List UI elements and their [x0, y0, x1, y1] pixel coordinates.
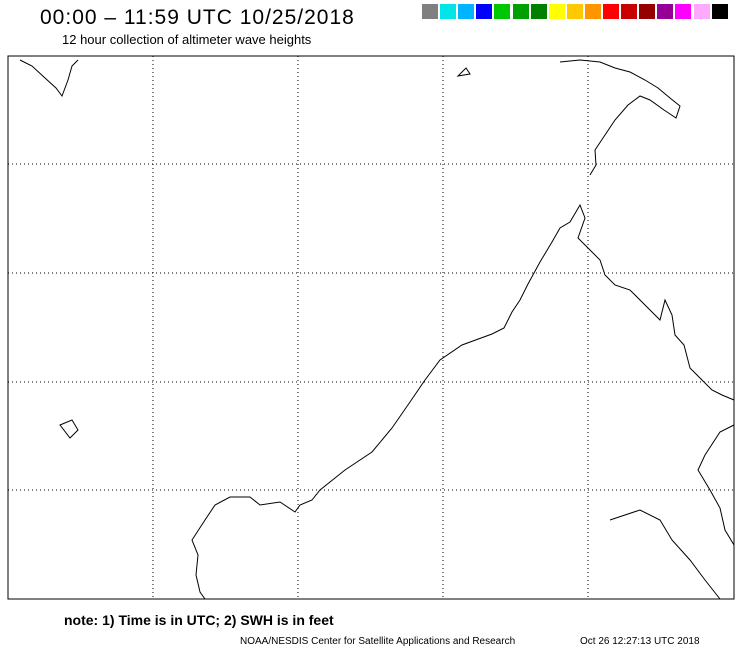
color-swatch — [566, 4, 583, 19]
map-border — [7, 55, 735, 600]
color-swatch — [693, 4, 710, 19]
credit-line: NOAA/NESDIS Center for Satellite Applica… — [240, 636, 516, 647]
generation-timestamp: Oct 26 12:27:13 UTC 2018 — [580, 636, 700, 647]
grid-lines — [8, 56, 734, 599]
color-swatch — [476, 4, 493, 19]
map-subtitle: 12 hour collection of altimeter wave hei… — [62, 32, 312, 47]
coastline-islands-natuna — [59, 419, 79, 439]
coastlines — [19, 59, 735, 600]
color-swatch — [639, 4, 656, 19]
coastline-vietnam — [19, 59, 79, 98]
color-swatch — [603, 4, 619, 19]
color-swatch — [530, 4, 547, 19]
footnote: note: 1) Time is in UTC; 2) SWH is in fe… — [64, 612, 334, 628]
color-swatch — [422, 4, 438, 19]
color-swatch — [494, 4, 511, 19]
color-swatch — [512, 4, 529, 19]
color-swatch — [657, 4, 674, 19]
color-swatch — [548, 4, 565, 19]
coastline-borneo — [191, 203, 735, 600]
color-swatch — [621, 4, 638, 19]
color-swatch — [584, 4, 601, 19]
map-title: 00:00 – 11:59 UTC 10/25/2018 — [40, 6, 355, 29]
coastline-sulawesi-edge — [697, 424, 735, 546]
color-swatch — [675, 4, 692, 19]
color-swatch — [458, 4, 475, 19]
color-swatch — [711, 4, 728, 19]
color-swatch — [440, 4, 457, 19]
coastline-southeast — [609, 509, 721, 600]
coastline-island-mindoro — [456, 67, 471, 77]
coastline-palawan — [559, 59, 681, 176]
